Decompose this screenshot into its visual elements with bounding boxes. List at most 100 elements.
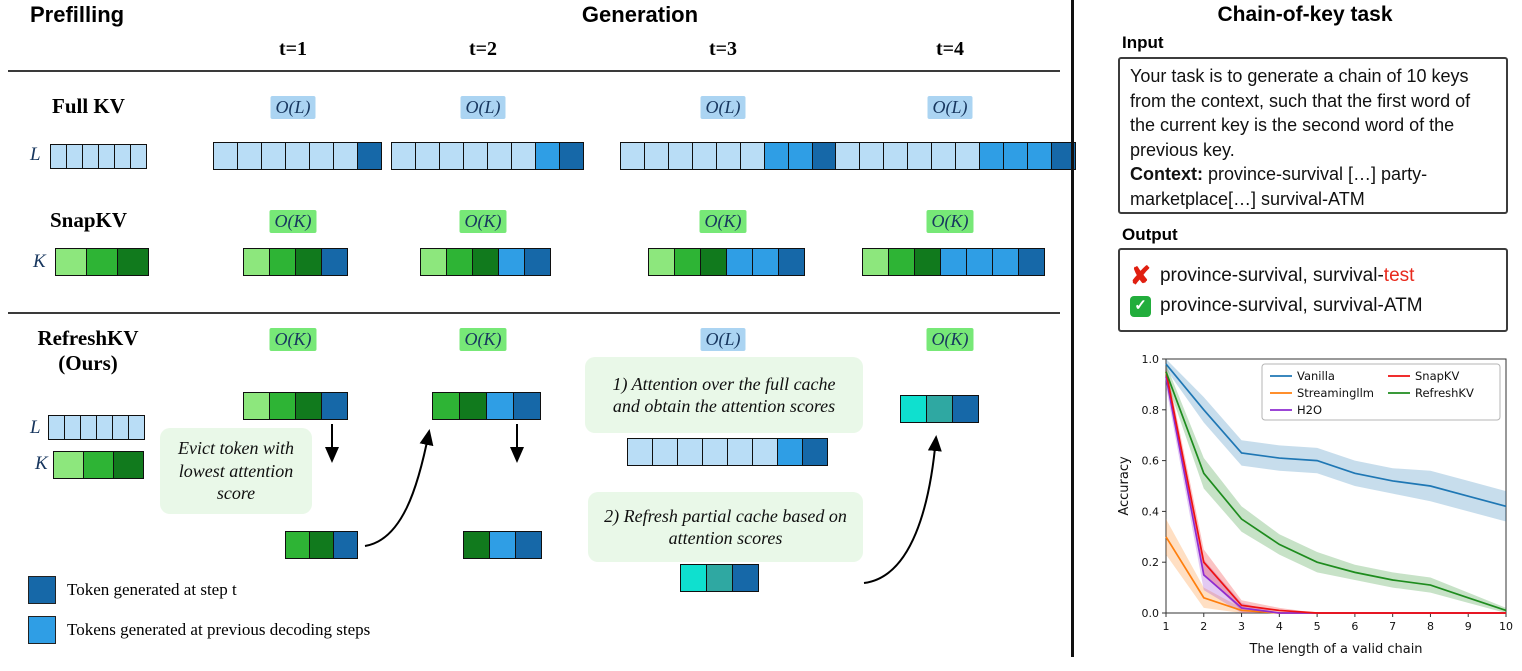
token-cell [777,438,803,466]
token-cell [955,142,980,170]
refreshkv-refreshed-row [680,564,759,592]
token-cell [117,248,149,276]
token-cell [237,142,262,170]
refresh-arrow-to-t4 [863,435,942,584]
y-tick-label: 0.2 [1142,556,1160,569]
wrong-output-highlight: test [1383,264,1415,286]
token-cell [463,142,488,170]
complexity-badge-5: O(K) [459,210,507,233]
token-cell [96,415,113,440]
line-Vanilla [1165,363,1507,508]
token-cell [788,142,813,170]
fullkv-t4-row [835,142,1076,170]
token-cell [835,142,860,170]
refreshkv-t2-evicted-row [463,531,542,559]
token-cell [716,142,741,170]
y-tick-label: 0.0 [1142,607,1160,620]
token-cell [727,438,753,466]
token-cell [674,248,701,276]
token-cell [907,142,932,170]
token-cell [66,144,83,169]
output-label: Output [1122,225,1178,244]
token-cell [459,392,487,420]
time-step-label-4: t=4 [935,38,965,60]
token-cell [862,248,889,276]
x-tick-label: 5 [1314,620,1321,633]
y-tick-label: 0.6 [1142,455,1160,468]
task-title: Chain-of-key task [1217,3,1393,26]
token-cell [648,248,675,276]
legend-swatch-current-token [28,576,56,604]
token-cell [692,142,717,170]
x-tick-label: 8 [1427,620,1434,633]
legend-item-current-token: Token generated at step t [28,576,237,604]
token-cell [926,395,953,423]
token-cell [463,531,490,559]
token-cell [513,392,541,420]
legend-label-RefreshKV: RefreshKV [1415,386,1474,400]
y-tick-label: 1.0 [1142,353,1160,366]
token-cell [295,392,322,420]
token-cell [740,142,765,170]
token-cell [309,531,334,559]
token-cell [98,144,115,169]
token-cell [82,144,99,169]
token-cell [64,415,81,440]
token-cell [859,142,884,170]
x-axis-label: The length of a valid chain [1248,642,1422,657]
legend-label-Vanilla: Vanilla [1297,369,1335,383]
token-cell [883,142,908,170]
output-box: ✘ province-survival, survival-test ✓ pro… [1118,248,1508,332]
token-cell [680,564,707,592]
token-cell [900,395,927,423]
token-cell [321,248,348,276]
refreshkv-t4-cache-row [900,395,979,423]
token-cell [702,438,728,466]
token-cell [486,392,514,420]
token-cell [752,248,779,276]
token-cell [559,142,584,170]
complexity-badge-3: O(L) [927,96,973,119]
refreshkv-prefill-l-row [48,415,145,440]
complexity-badge-2: O(L) [700,96,746,119]
correct-output-row: ✓ province-survival, survival-ATM [1130,295,1496,317]
token-cell [966,248,993,276]
token-cell [940,248,967,276]
chart-legend-box [1261,363,1501,421]
token-cell [269,248,296,276]
token-cell [489,531,516,559]
legend-label-current-token: Token generated at step t [67,580,237,599]
cross-icon: ✘ [1130,261,1151,290]
token-cell [446,248,473,276]
fullkv-prefill-row [50,144,147,169]
refreshkv-fullcache-row [627,438,828,466]
x-tick-label: 3 [1238,620,1245,633]
label-K-refreshkv: K [35,453,48,474]
token-cell [802,438,828,466]
legend-swatch-previous-tokens [28,616,56,644]
token-cell [952,395,979,423]
token-cell [888,248,915,276]
input-box: Your task is to generate a chain of 10 k… [1118,57,1508,214]
complexity-badge-1: O(L) [460,96,506,119]
complexity-badge-11: O(K) [926,328,974,351]
x-tick-label: 4 [1276,620,1283,633]
accuracy-chart: 1 2 3 4 5 6 7 8 9 10 0.0 0.2 0.4 0.6 0.8 1.0 The length … [1117,353,1513,657]
prefilling-heading: Prefilling [30,2,125,27]
token-cell [53,451,84,479]
time-step-label-1: t=1 [278,38,308,60]
section-rule [8,312,1060,314]
generation-heading: Generation [581,2,699,27]
legend-label-SnapKV: SnapKV [1415,369,1459,383]
token-cell [420,248,447,276]
complexity-badge-0: O(L) [270,96,316,119]
row-label-snapkv: SnapKV [50,208,128,232]
input-label: Input [1122,33,1164,52]
complexity-badge-9: O(K) [459,328,507,351]
token-cell [706,564,733,592]
token-cell [128,415,145,440]
token-cell [726,248,753,276]
token-cell [415,142,440,170]
x-tick-label: 2 [1200,620,1207,633]
